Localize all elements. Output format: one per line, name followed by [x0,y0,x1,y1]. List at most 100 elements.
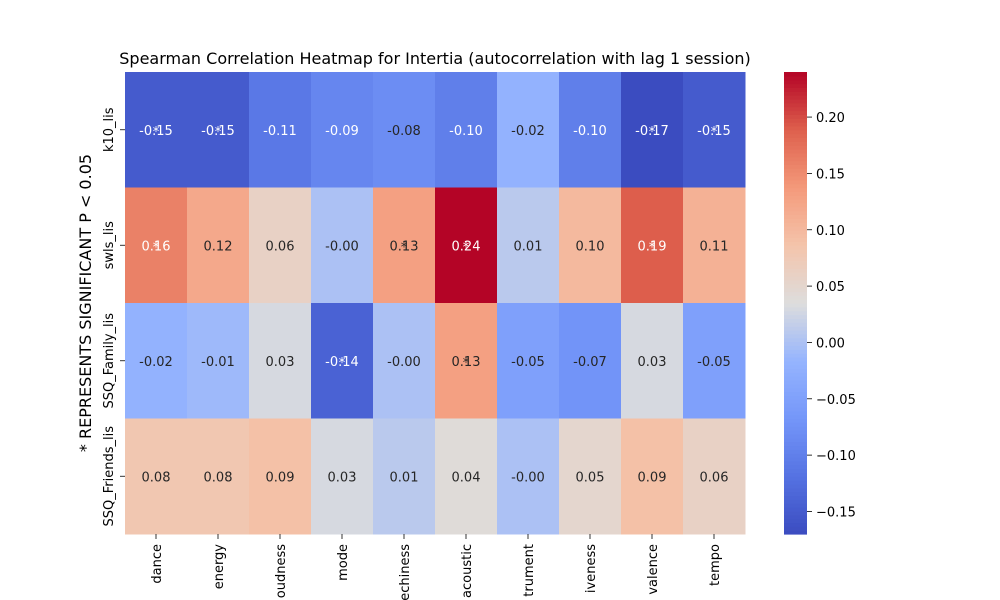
colorbar-segment [784,210,807,216]
colorbar-segment [784,295,807,300]
x-tick-label: trument [522,544,537,597]
colorbar-segment [784,156,807,162]
cell-value-label: 0.19 [638,239,667,254]
colorbar-segment [784,114,807,119]
colorbar-segment [784,164,807,169]
colorbar-segment [784,445,807,450]
cell-value-label: -0.15 [697,124,731,139]
y-tick-label: SSQ_Family_lis [102,313,117,409]
colorbar-segment [784,233,807,239]
colorbar-segment [784,530,807,535]
x-tick-label: echiness [398,544,413,600]
colorbar-segment [784,229,807,235]
colorbar-tick-label: −0.15 [816,505,856,520]
cell-value-label: 0.06 [700,470,729,485]
cell-value-label: 0.03 [638,355,667,370]
heatmap-cell [435,303,498,419]
colorbar-tick-label: 0.05 [816,280,845,295]
cell-value-label: -0.15 [139,124,173,139]
colorbar-tick-label: 0.15 [816,167,845,182]
colorbar-segment [784,125,807,131]
colorbar-segment [784,368,807,373]
colorbar-segment [784,406,807,412]
colorbar-tick-label: 0.10 [816,224,845,239]
cell-value-label: 0.04 [452,470,481,485]
heatmap-cell [125,303,188,419]
colorbar-segment [784,441,807,447]
colorbar-segment [784,160,807,165]
colorbar-segment [784,437,807,443]
colorbar-segment [784,291,807,296]
heatmap-cell [311,418,374,535]
x-tick-label: energy [212,544,227,590]
colorbar-segment [784,141,807,146]
heatmap-cell [311,303,374,419]
colorbar-segment [784,237,807,242]
colorbar-segment [784,118,807,123]
colorbar-segment [784,333,807,339]
chart-title: Spearman Correlation Heatmap for Interti… [119,49,750,68]
colorbar-segment [784,299,807,304]
heatmap-cell [311,72,374,188]
colorbar-segment [784,306,807,312]
significance-star: * [401,240,408,255]
colorbar-segment [784,376,807,381]
heatmap-cell [249,72,312,188]
cell-value-label: 0.01 [390,470,419,485]
colorbar-segment [784,372,807,377]
colorbar-segment [784,457,807,462]
heatmap-cell [187,72,250,188]
heatmap-cell-labels: -0.15* -0.15* -0.11 -0.09 -0.08 -0.10 -0.02 -0.… [139,124,731,486]
colorbar-segment [784,318,807,323]
colorbar-segment [784,87,807,92]
significance-star: * [153,125,160,140]
cell-value-label: 0.08 [142,470,171,485]
heatmap-cell [373,303,436,419]
colorbar-segment [784,133,807,139]
heatmap-cell [125,418,188,535]
colorbar-segment [784,272,807,277]
colorbar-segment [784,149,807,154]
cell-value-label: -0.05 [697,355,731,370]
y-tick-label: swls_lis [102,221,117,270]
colorbar-segment [784,499,807,504]
colorbar-segment [784,329,807,335]
heatmap-cell [187,187,250,304]
colorbar-segment [784,287,807,293]
colorbar-segment [784,249,807,254]
colorbar-segment [784,83,807,88]
colorbar-segment [784,353,807,358]
colorbar-segment [784,187,807,192]
colorbar-segment [784,326,807,331]
colorbar-segment [784,399,807,404]
significance-star: * [153,240,160,255]
colorbar-segment [784,268,807,273]
colorbar-segment [784,214,807,219]
colorbar-segment [784,430,807,435]
colorbar-segment [784,256,807,262]
cell-value-label: -0.00 [387,355,421,370]
colorbar-segment [784,487,807,493]
colorbar-segment [784,341,807,346]
y-axis-ticks: k10_lis swls_lis SSQ_Family_lis SSQ_Friends… [102,107,125,526]
cell-value-label: -0.08 [387,124,421,139]
significance-star: * [463,356,470,371]
colorbar-segment [784,310,807,316]
colorbar-segment [784,403,807,408]
significance-star: * [649,125,656,140]
cell-value-label: 0.03 [266,355,295,370]
cell-value-label: 0.01 [514,239,543,254]
cell-value-label: -0.02 [511,124,545,139]
cell-value-label: -0.14 [325,355,359,370]
cell-value-label: -0.17 [635,124,669,139]
heatmap-cell [125,187,188,304]
colorbar-segment [784,383,807,389]
colorbar-tick-label: −0.10 [816,449,856,464]
colorbar-segment [784,222,807,227]
heatmap-cell [621,303,684,419]
heatmap-cell [249,303,312,419]
colorbar-segment [784,464,807,470]
cell-value-label: -0.10 [449,124,483,139]
cell-value-label: -0.01 [201,355,235,370]
colorbar-segment [784,168,807,173]
